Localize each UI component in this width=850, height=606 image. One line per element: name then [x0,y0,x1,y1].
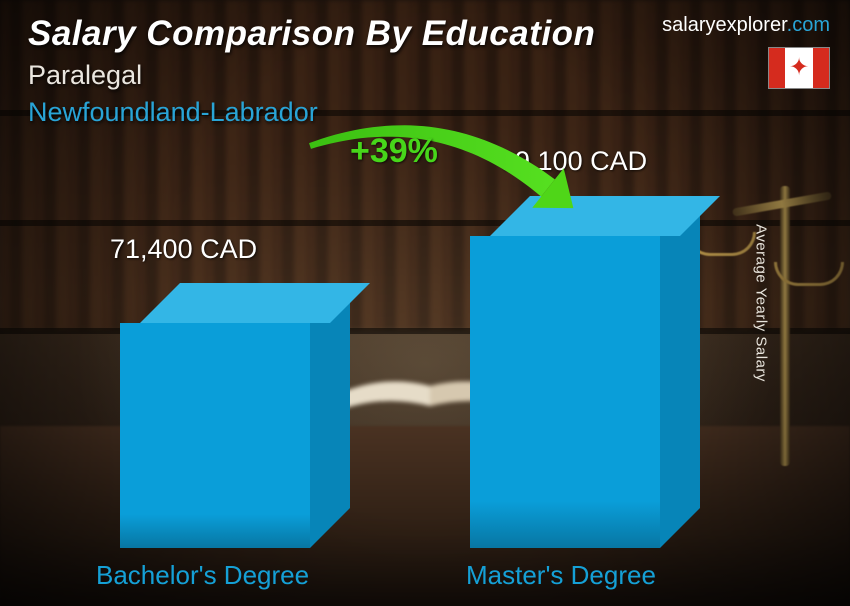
bar-value: 71,400 CAD [110,234,257,265]
bar-value: 99,100 CAD [500,146,647,177]
bar-label: Bachelor's Degree [96,560,309,591]
bar-label: Master's Degree [466,560,656,591]
chart-area: 71,400 CAD Bachelor's Degree 99,100 CAD Mas… [0,0,850,606]
bar-bachelor-s-degree [120,323,310,548]
bar-master-s-degree [470,236,660,548]
growth-percentage: +39% [350,132,438,171]
